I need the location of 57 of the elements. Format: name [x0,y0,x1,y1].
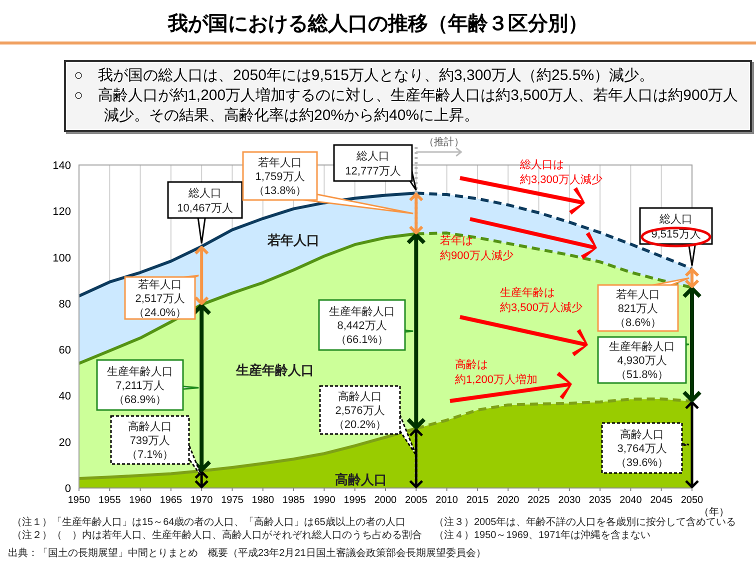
x-tick-label: 1955 [98,495,122,506]
ref-line-label: （推計） [424,136,464,148]
y-tick-label: 140 [52,160,71,172]
y-tick-label: 60 [58,344,71,357]
text: （注２）（ ）内は若年人口、生産年齢人口、高齢人口がそれぞれ総人口のうち占める割合 [12,529,422,541]
x-axis-title: （年） [699,506,729,518]
x-tick-label: 2010 [436,495,458,506]
x-tick-label: 1960 [129,495,152,506]
annotation: 生産年齢人口7,211万人（68.9%） [107,365,173,406]
x-tick-label: 2025 [528,495,550,506]
text: （注４）1950～1969、1971年は沖縄を含まない [434,529,651,541]
series-label: 若年人口 [266,232,320,248]
x-tick-label: 2005 [405,495,428,506]
annotation: 生産年齢は約3,500万人減少 [500,286,583,314]
x-tick-label: 1965 [160,495,183,506]
chart-subtitle: ○ 我が国の総人口は、2050年には9,515万人となり、約3,300万人（約25.5%）減少。 [74,66,656,86]
annotation: 若年は約900万人減少 [440,234,514,262]
annotation: 高齢人口2,576万人（20.2%） [333,390,387,431]
annotation: 総人口12,777万人 [345,150,401,178]
x-tick-label: 1990 [313,495,336,506]
annotation: 若年人口1,759万人（13.8%） [253,156,307,197]
y-tick-label: 80 [58,298,71,310]
y-tick-label: 0 [64,483,71,495]
annotation: 若年人口2,517万人（24.0%） [133,278,187,319]
chart-title: 我が国における総人口の推移（年齢３区分別） [167,12,588,35]
x-tick-label: 1970 [190,495,214,506]
x-tick-label: 1950 [68,495,91,506]
annotation: 生産年齢人口8,442万人（66.1%） [329,305,395,346]
annotation: 高齢人口3,764万人（39.6%） [615,428,669,469]
annotation: 高齢は約1,200万人増加 [455,358,538,386]
x-tick-label: 1980 [252,495,274,506]
text: ○ 高齢人口が約1,200万人増加するのに対し、生産年齢人口は約3,500万人、若年人口は約900万人減少。その結果、高齢化率は約20%から約40%に上昇。 [74,86,740,126]
x-tick-label: 1975 [221,495,244,506]
x-tick-label: 2035 [588,495,612,506]
x-tick-label: 2050 [680,495,704,506]
x-tick-label: 2030 [558,495,581,506]
series-label: 生産年齢人口 [235,362,314,378]
annotation: 総人口10,467万人 [177,188,233,214]
annotation: 若年人口821万人（8.6%） [614,288,662,329]
text: （注３）2005年は、年齢不詳の人口を各歳別に按分して含めている [434,516,736,528]
y-tick-label: 40 [58,390,71,403]
series-label: 高齢人口 [334,472,387,487]
text: （注１）「生産年齢人口」は15～64歳の者の人口、「高齢人口」は65歳以上の者の人口 [12,516,406,528]
x-tick-label: 2015 [466,495,490,506]
annotation: 総人口は約3,300万人減少 [519,159,603,186]
annotation: 生産年齢人口4,930万人（51.8%） [609,340,675,381]
x-tick-label: 1995 [344,495,366,506]
x-tick-label: 2045 [650,495,673,506]
y-tick-label: 20 [58,436,71,449]
y-tick-label: 120 [52,206,71,218]
source-note: 出典：「国土の長期展望」中間とりまとめ 概要（平成23年2月21日国土審議会政策部会長期展望委員会） [8,547,486,559]
x-tick-label: 2020 [496,495,520,506]
x-tick-label: 2040 [620,495,642,506]
x-tick-label: 2000 [374,495,398,506]
y-tick-label: 100 [52,252,71,264]
x-tick-label: 1985 [282,495,306,506]
annotation: 高齢人口739万人（7.1%） [126,420,174,461]
